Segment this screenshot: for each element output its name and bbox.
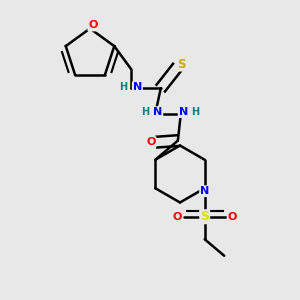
Text: O: O [172, 212, 182, 222]
Text: O: O [146, 137, 155, 147]
Text: N: N [178, 107, 188, 117]
Text: O: O [228, 212, 237, 222]
Text: N: N [153, 107, 162, 117]
Text: S: S [200, 210, 209, 223]
Text: N: N [133, 82, 142, 92]
Text: H: H [119, 82, 127, 92]
Text: H: H [191, 107, 199, 117]
Text: S: S [178, 58, 186, 70]
Text: H: H [141, 107, 149, 117]
Text: N: N [200, 186, 209, 196]
Text: O: O [88, 20, 98, 31]
